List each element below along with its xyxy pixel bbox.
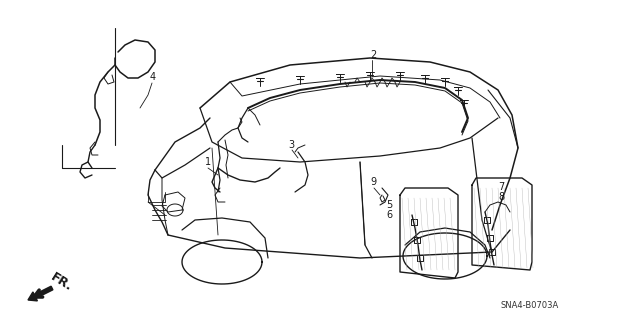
Text: SNA4-B0703A: SNA4-B0703A <box>501 301 559 310</box>
Text: 6: 6 <box>386 210 392 220</box>
Text: 4: 4 <box>150 72 156 82</box>
FancyArrow shape <box>28 286 53 301</box>
Text: 8: 8 <box>498 192 504 202</box>
Text: 2: 2 <box>370 50 376 60</box>
Text: 9: 9 <box>370 177 376 187</box>
Text: 3: 3 <box>288 140 294 150</box>
Text: 5: 5 <box>386 200 392 210</box>
Text: 1: 1 <box>205 157 211 167</box>
Text: FR.: FR. <box>48 271 74 294</box>
Text: 7: 7 <box>498 182 504 192</box>
